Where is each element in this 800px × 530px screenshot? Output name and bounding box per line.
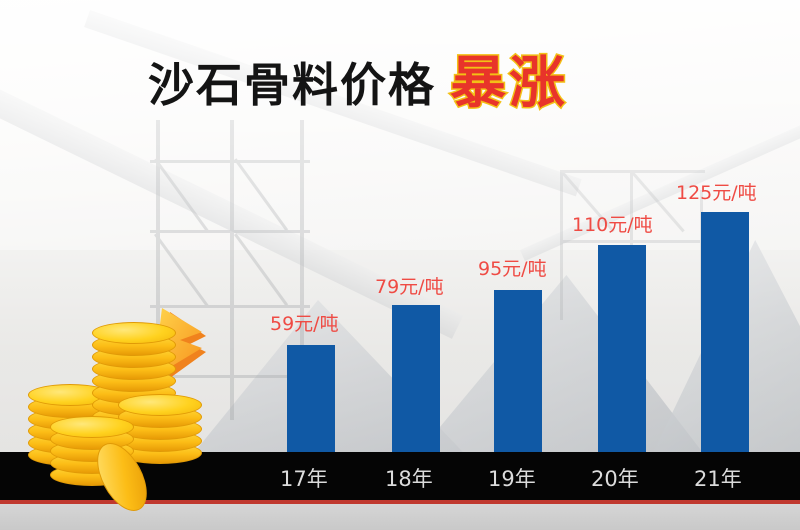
- axis-label-19: 19年: [488, 467, 536, 491]
- axis-label-20: 20年: [591, 467, 639, 491]
- coins-and-arrow-graphic: [10, 300, 225, 520]
- bar-value-label-18: 79元/吨: [375, 276, 444, 298]
- bar-value-label-20: 110元/吨: [572, 214, 653, 236]
- title-highlight-text: 暴涨: [449, 51, 568, 116]
- page-title: 沙石骨料价格 暴涨: [148, 52, 568, 113]
- bar-value-label-17: 59元/吨: [270, 313, 339, 335]
- axis-label-17: 17年: [280, 467, 328, 491]
- axis-label-21: 21年: [694, 467, 742, 491]
- bar-value-label-19: 95元/吨: [478, 258, 547, 280]
- bar-19: [494, 290, 542, 452]
- bar-18: [392, 305, 440, 452]
- title-main-text: 沙石骨料价格: [148, 58, 436, 112]
- axis-label-18: 18年: [385, 467, 433, 491]
- bar-20: [598, 245, 646, 452]
- bottom-red-line: [0, 500, 800, 504]
- bar-21: [701, 212, 749, 452]
- bar-17: [287, 345, 335, 452]
- bar-value-label-21: 125元/吨: [676, 182, 757, 204]
